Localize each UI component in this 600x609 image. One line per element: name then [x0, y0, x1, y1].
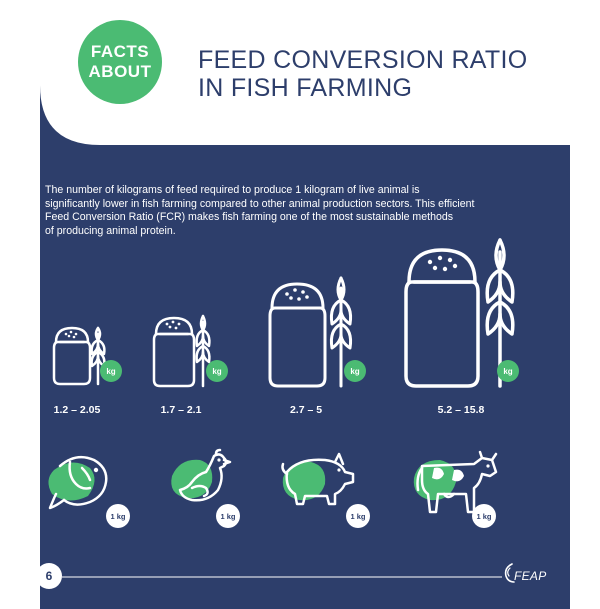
title-line-1: FEED CONVERSION RATIO [198, 46, 528, 74]
page-number: 6 [36, 563, 62, 589]
feed-kg-badge: kg [206, 360, 228, 382]
feed-kg-badge: kg [344, 360, 366, 382]
feap-logo-text: FEAP [514, 569, 547, 583]
intro-paragraph: The number of kilograms of feed required… [45, 184, 485, 238]
animal-kg-badge: 1 kg [106, 504, 130, 528]
intro-line-1: The number of kilograms of feed required… [45, 184, 420, 196]
ratio-label-chicken: 1.7 – 2.1 [160, 404, 202, 416]
title-line-2: IN FISH FARMING [198, 74, 413, 102]
feed-sack-wheat-icon [152, 314, 211, 388]
ratio-label-cow: 5.2 – 15.8 [437, 404, 485, 416]
badge-line-2: ABOUT [88, 62, 152, 81]
feed-sack-wheat-icon [268, 276, 353, 388]
badge-line-1: FACTS [90, 42, 150, 61]
feed-kg-badge: kg [100, 360, 122, 382]
feed-kg-badge: kg [497, 360, 519, 382]
animal-kg-badge: 1 kg [346, 504, 370, 528]
intro-line-4: of producing animal protein. [45, 224, 176, 237]
pig-icon [281, 452, 355, 506]
page-title: FEED CONVERSION RATIO IN FISH FARMING [198, 46, 527, 102]
animal-kg-badge: 1 kg [216, 504, 240, 528]
ratio-label-pig: 2.7 – 5 [289, 404, 323, 416]
fish-icon [48, 455, 108, 510]
animal-kg-badge: 1 kg [472, 504, 496, 528]
feap-logo-icon [504, 563, 515, 583]
feed-sack-wheat-icon [52, 326, 106, 386]
chicken-icon [171, 448, 232, 502]
facts-about-badge: FACTS ABOUT [78, 20, 162, 104]
footer-divider [62, 576, 502, 578]
ratio-label-fish: 1.2 – 2.05 [53, 404, 101, 416]
intro-line-3: Feed Conversion Ratio (FCR) makes fish f… [45, 211, 454, 223]
intro-line-2: significantly lower in fish farming comp… [45, 197, 475, 210]
